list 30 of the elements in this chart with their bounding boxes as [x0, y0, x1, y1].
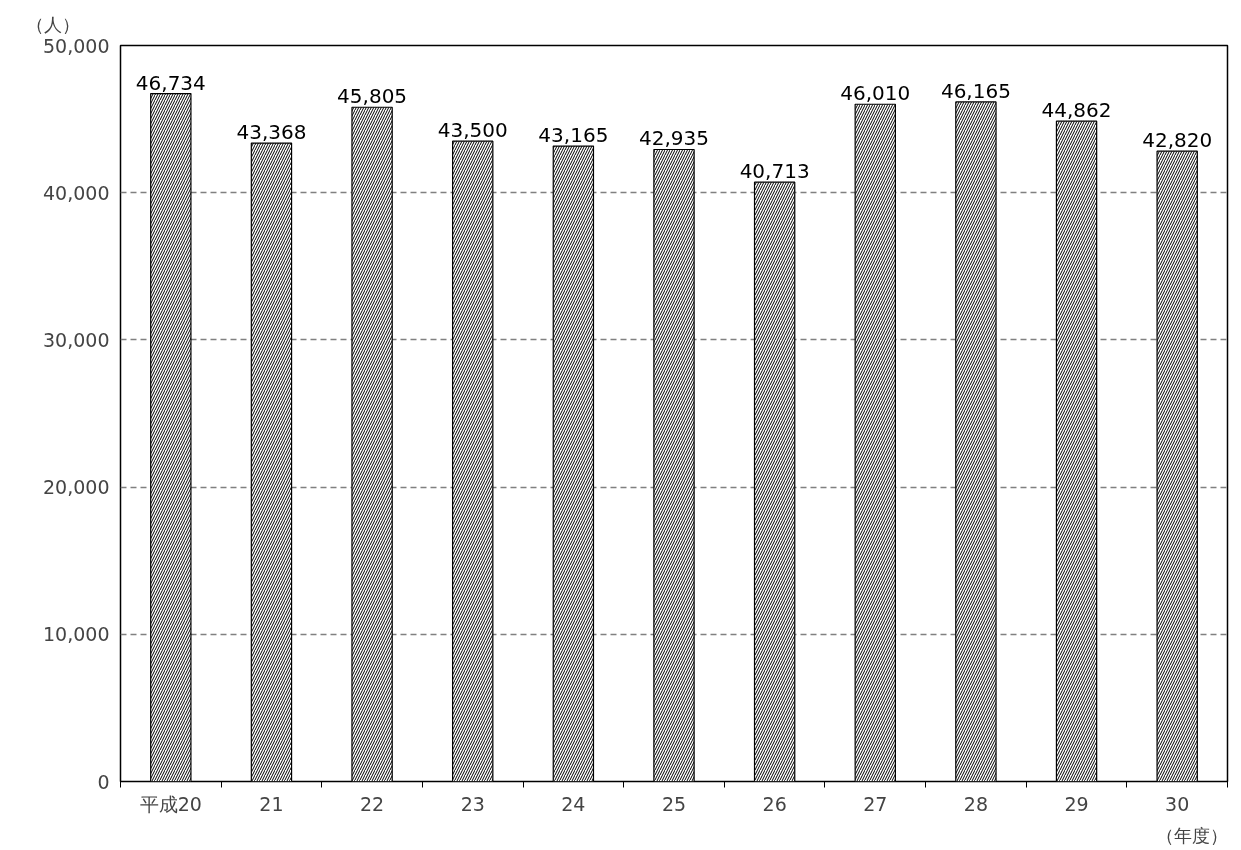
y-tick-label: 30,000 — [43, 328, 110, 351]
x-tick-label: 21 — [259, 792, 284, 815]
x-tick-label: 27 — [863, 792, 888, 815]
data-label: 42,820 — [1142, 128, 1213, 153]
y-tick-label: 50,000 — [43, 34, 110, 57]
x-tick-label: 28 — [963, 792, 989, 815]
data-label: 46,734 — [135, 70, 206, 95]
x-tick-label: 23 — [460, 792, 485, 815]
x-tick-label: 24 — [561, 792, 586, 815]
data-label: 46,010 — [840, 81, 911, 106]
data-label: 45,805 — [337, 84, 408, 109]
y-tick-label: 10,000 — [43, 623, 110, 646]
data-label: 44,862 — [1041, 98, 1112, 123]
x-tick-label: 26 — [762, 792, 787, 815]
x-tick-label: 22 — [360, 792, 385, 815]
x-tick-label: 29 — [1064, 792, 1089, 815]
data-label: 40,713 — [739, 159, 810, 184]
data-label: 46,165 — [940, 78, 1011, 103]
y-axis-title: （人） — [25, 13, 80, 35]
x-tick-label: 25 — [661, 792, 687, 815]
x-axis-title: （年度） — [1155, 824, 1228, 846]
data-label: 43,500 — [437, 118, 508, 143]
y-tick-label: 0 — [97, 770, 110, 793]
data-label: 42,935 — [639, 126, 709, 151]
y-tick-label: 40,000 — [43, 181, 110, 204]
y-tick-label: 20,000 — [43, 476, 110, 499]
data-label: 43,368 — [236, 120, 307, 145]
x-tick-label: 30 — [1165, 792, 1190, 815]
x-tick-label: 平成20 — [139, 792, 202, 815]
data-label: 43,165 — [538, 123, 609, 148]
